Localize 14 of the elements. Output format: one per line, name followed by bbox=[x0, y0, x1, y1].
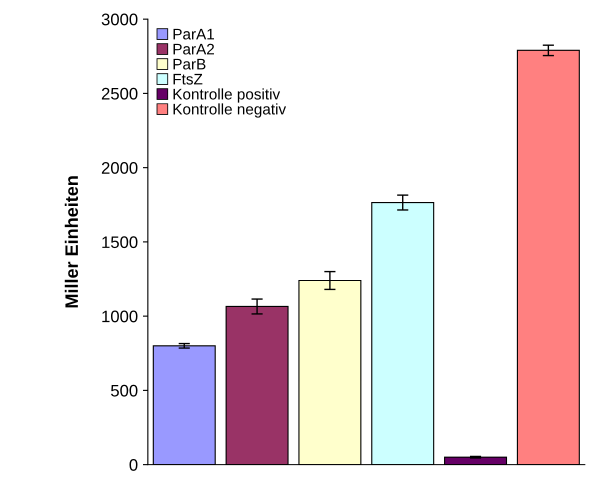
y-tick-label: 0 bbox=[130, 459, 138, 471]
y-tick-label: 500 bbox=[110, 384, 138, 397]
legend-label: ParA1 bbox=[174, 28, 214, 40]
y-tick-label: 1500 bbox=[102, 236, 138, 248]
legend-label: Kontrolle positiv bbox=[174, 88, 280, 103]
y-tick-label: 2000 bbox=[102, 162, 138, 174]
y-tick-label: 1000 bbox=[102, 310, 138, 322]
legend-label: ParB bbox=[174, 58, 206, 70]
y-axis-title: Miller Einheiten bbox=[64, 176, 78, 308]
legend-label: FtsZ bbox=[174, 74, 202, 85]
y-tick-label: 3000 bbox=[102, 14, 138, 26]
legend-label: Kontrolle negativ bbox=[174, 103, 286, 118]
legend-label: ParA2 bbox=[174, 44, 214, 55]
y-tick-label: 2500 bbox=[102, 88, 138, 100]
